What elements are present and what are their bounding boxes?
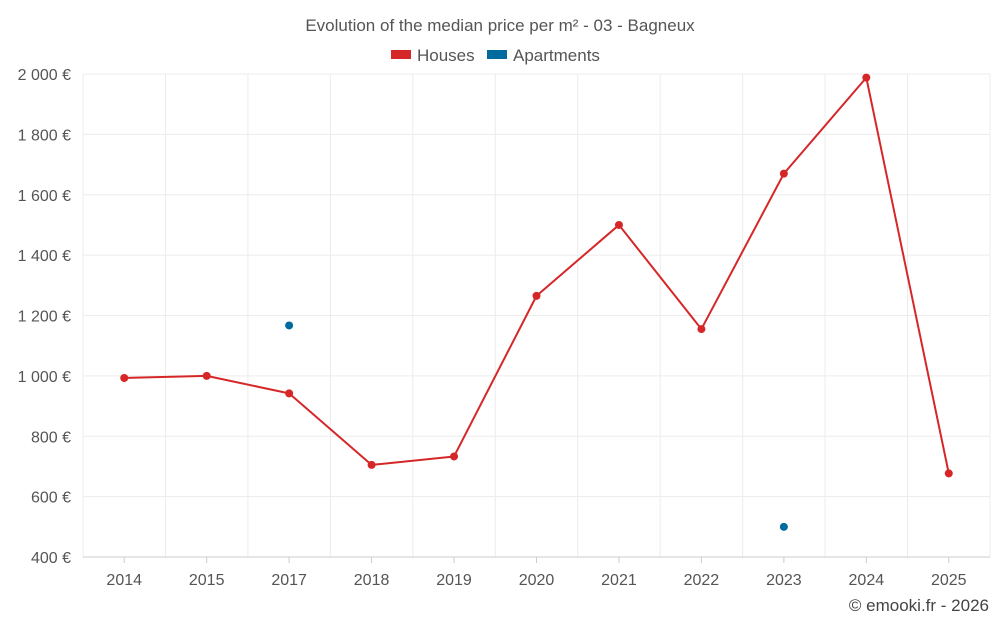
data-point-apartments: [779, 522, 788, 531]
series: [120, 73, 953, 531]
x-tick-label: 2018: [354, 572, 390, 589]
data-point-houses: [944, 469, 953, 478]
axes: 400 € 600 € 800 € 1 000 € 1 200 € 1 400 € 1 60…: [18, 67, 990, 589]
data-point-houses: [202, 371, 211, 380]
grid: [82, 73, 991, 558]
legend: Houses Apartments: [391, 46, 600, 65]
x-tick-label: 2017: [271, 572, 307, 589]
data-point-houses: [614, 220, 623, 229]
data-point-houses: [697, 325, 706, 334]
data-point-houses: [367, 460, 376, 469]
y-tick-label: 600 €: [31, 490, 71, 507]
y-tick-label: 1 200 €: [18, 309, 71, 326]
x-tick-label: 2015: [189, 572, 225, 589]
credit-text: © emooki.fr - 2026: [849, 596, 989, 615]
data-point-houses: [532, 291, 541, 300]
x-tick-label: 2022: [684, 572, 720, 589]
data-point-houses: [120, 373, 129, 382]
x-tick-label: 2024: [849, 572, 885, 589]
legend-item-apartments[interactable]: Apartments: [487, 46, 600, 65]
legend-label-apartments: Apartments: [513, 46, 600, 65]
y-tick-label: 1 400 €: [18, 248, 71, 265]
x-tick-label: 2019: [436, 572, 472, 589]
x-tick-label: 2014: [106, 572, 142, 589]
data-point-houses: [450, 452, 459, 461]
data-point-houses: [779, 169, 788, 178]
x-tick-label: 2025: [931, 572, 967, 589]
x-tick-label: 2023: [766, 572, 802, 589]
data-point-apartments: [285, 321, 294, 330]
y-tick-label: 2 000 €: [18, 67, 71, 84]
y-tick-label: 400 €: [31, 550, 71, 567]
y-tick-label: 1 800 €: [18, 127, 71, 144]
legend-swatch-houses: [391, 50, 411, 59]
data-point-houses: [285, 389, 294, 398]
y-tick-label: 1 600 €: [18, 188, 71, 205]
x-tick-label: 2020: [519, 572, 555, 589]
chart-title: Evolution of the median price per m² - 0…: [305, 16, 695, 35]
legend-swatch-apartments: [487, 50, 507, 59]
x-tick-label: 2021: [601, 572, 637, 589]
data-point-houses: [862, 73, 871, 82]
y-tick-label: 1 000 €: [18, 369, 71, 386]
legend-item-houses[interactable]: Houses: [391, 46, 475, 65]
y-tick-label: 800 €: [31, 429, 71, 446]
legend-label-houses: Houses: [417, 46, 475, 65]
